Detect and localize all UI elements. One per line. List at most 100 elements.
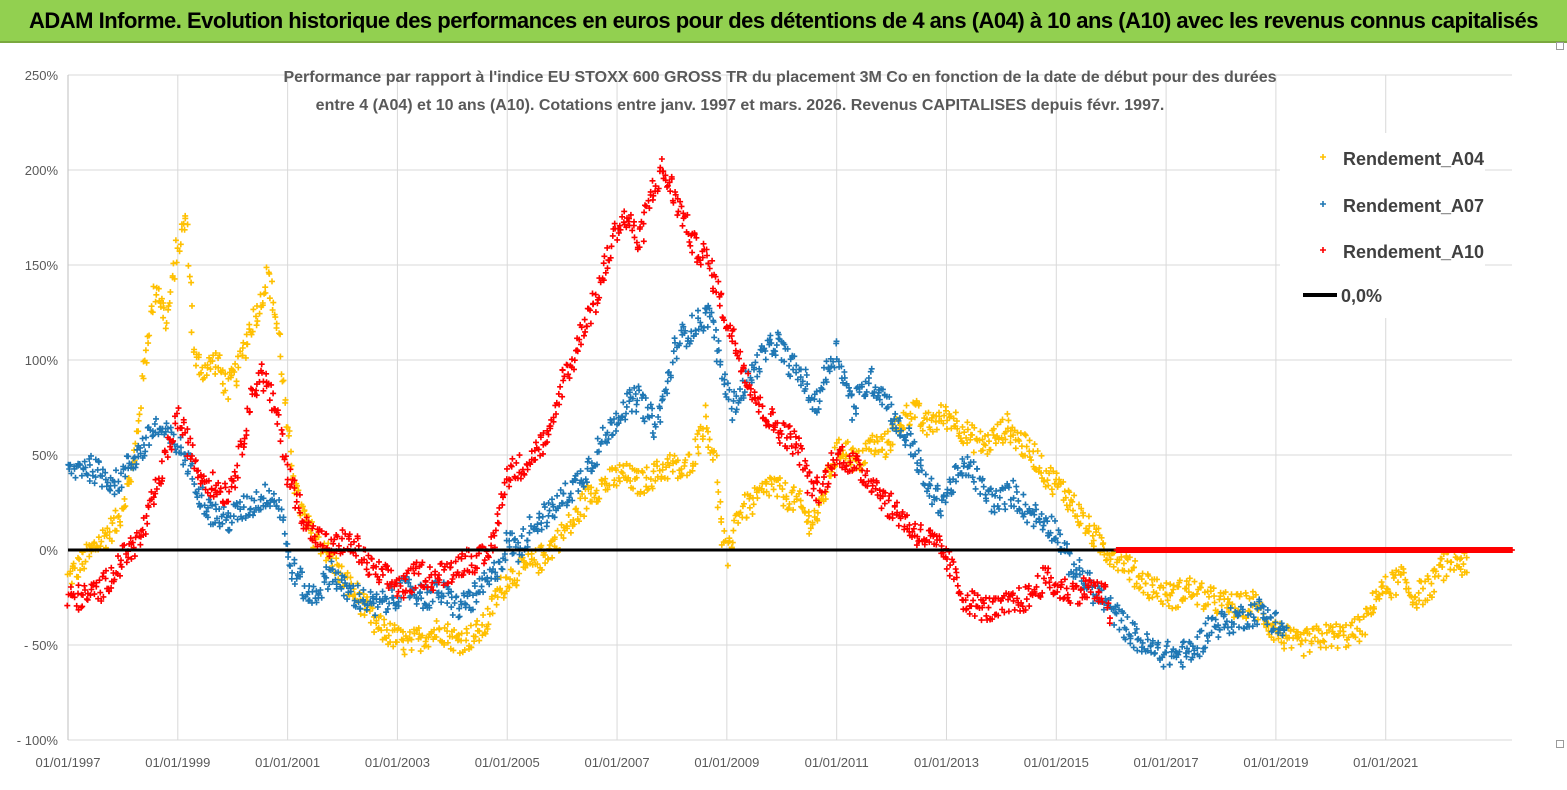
data-point: [828, 450, 835, 456]
data-point: [600, 277, 607, 284]
data-point: [195, 486, 202, 493]
x-tick-label: 01/01/2015: [1024, 755, 1089, 770]
data-point: [347, 541, 354, 548]
data-point: [299, 569, 305, 576]
data-point: [831, 472, 838, 479]
data-point: [517, 475, 524, 482]
chart-resize-handle-top[interactable]: [1556, 42, 1564, 50]
data-point: [609, 431, 616, 438]
data-point: [535, 569, 542, 576]
data-point: [1100, 540, 1107, 547]
data-point: [185, 468, 191, 475]
data-point: [412, 584, 419, 591]
data-point: [209, 358, 216, 365]
data-point: [640, 415, 647, 422]
data-point: [766, 336, 773, 343]
data-point: [299, 503, 306, 510]
data-point: [519, 552, 525, 558]
data-point: [742, 379, 748, 386]
data-point: [234, 474, 241, 481]
data-point: [1133, 580, 1140, 587]
data-point: [173, 259, 180, 266]
data-point: [979, 447, 986, 454]
data-point: [1074, 513, 1081, 520]
data-point: [582, 476, 589, 483]
data-point: [289, 569, 296, 576]
data-point: [1163, 580, 1170, 587]
data-point: [98, 538, 105, 545]
legend-item: Rendement_A10: [1320, 242, 1484, 262]
data-point: [508, 463, 515, 470]
data-point: [641, 209, 648, 216]
data-point: [843, 462, 850, 469]
data-point: [729, 539, 736, 546]
data-point: [317, 587, 324, 593]
data-point: [557, 383, 564, 390]
data-point: [1073, 583, 1080, 590]
chart-resize-handle-bottom[interactable]: [1556, 740, 1564, 748]
data-point: [829, 465, 835, 472]
data-point: [814, 479, 821, 486]
data-point: [959, 456, 966, 462]
data-point: [970, 449, 977, 456]
data-point: [627, 478, 634, 484]
data-point: [553, 411, 559, 417]
data-point: [693, 234, 700, 241]
data-point: [1023, 443, 1030, 450]
data-point: [500, 594, 507, 601]
data-point: [677, 198, 684, 205]
data-point: [1263, 615, 1270, 622]
data-point: [551, 534, 558, 541]
data-point: [303, 514, 310, 521]
data-point: [1038, 452, 1045, 459]
data-point: [1102, 581, 1109, 588]
data-point: [275, 411, 282, 418]
data-point: [64, 602, 71, 609]
data-point: [86, 456, 93, 462]
data-point: [249, 328, 256, 335]
data-point: [601, 253, 608, 260]
data-point: [225, 510, 232, 516]
data-point: [136, 411, 143, 418]
data-point: [669, 468, 676, 475]
data-point: [132, 464, 139, 471]
data-point: [444, 621, 451, 628]
data-point: [857, 466, 864, 473]
data-point: [927, 482, 934, 489]
data-point: [934, 485, 941, 492]
data-point: [493, 601, 500, 608]
data-point: [643, 203, 650, 210]
data-point: [881, 500, 888, 507]
data-point: [862, 378, 869, 385]
data-point: [1334, 645, 1341, 651]
data-point: [895, 522, 902, 529]
data-point: [92, 474, 99, 481]
data-point: [535, 446, 542, 453]
data-point: [99, 473, 106, 480]
data-point: [335, 569, 342, 576]
data-point: [831, 444, 838, 451]
data-point: [534, 521, 541, 528]
data-point: [1194, 645, 1201, 652]
data-point: [241, 435, 248, 442]
data-point: [853, 465, 860, 472]
data-point: [243, 427, 250, 434]
data-point: [318, 594, 325, 601]
data-point: [509, 568, 516, 575]
data-point: [657, 164, 664, 171]
data-point: [158, 295, 165, 302]
data-point: [1191, 578, 1198, 585]
data-point: [1415, 589, 1422, 596]
data-point: [71, 565, 78, 572]
data-point: [276, 330, 283, 337]
data-point: [699, 433, 706, 440]
data-point: [1152, 650, 1158, 656]
data-point: [235, 364, 242, 371]
data-point: [230, 477, 237, 484]
data-point: [1085, 528, 1092, 535]
data-point: [954, 464, 961, 471]
data-point: [559, 500, 566, 507]
data-point: [393, 639, 400, 646]
data-point: [925, 409, 932, 416]
data-point: [730, 527, 737, 534]
